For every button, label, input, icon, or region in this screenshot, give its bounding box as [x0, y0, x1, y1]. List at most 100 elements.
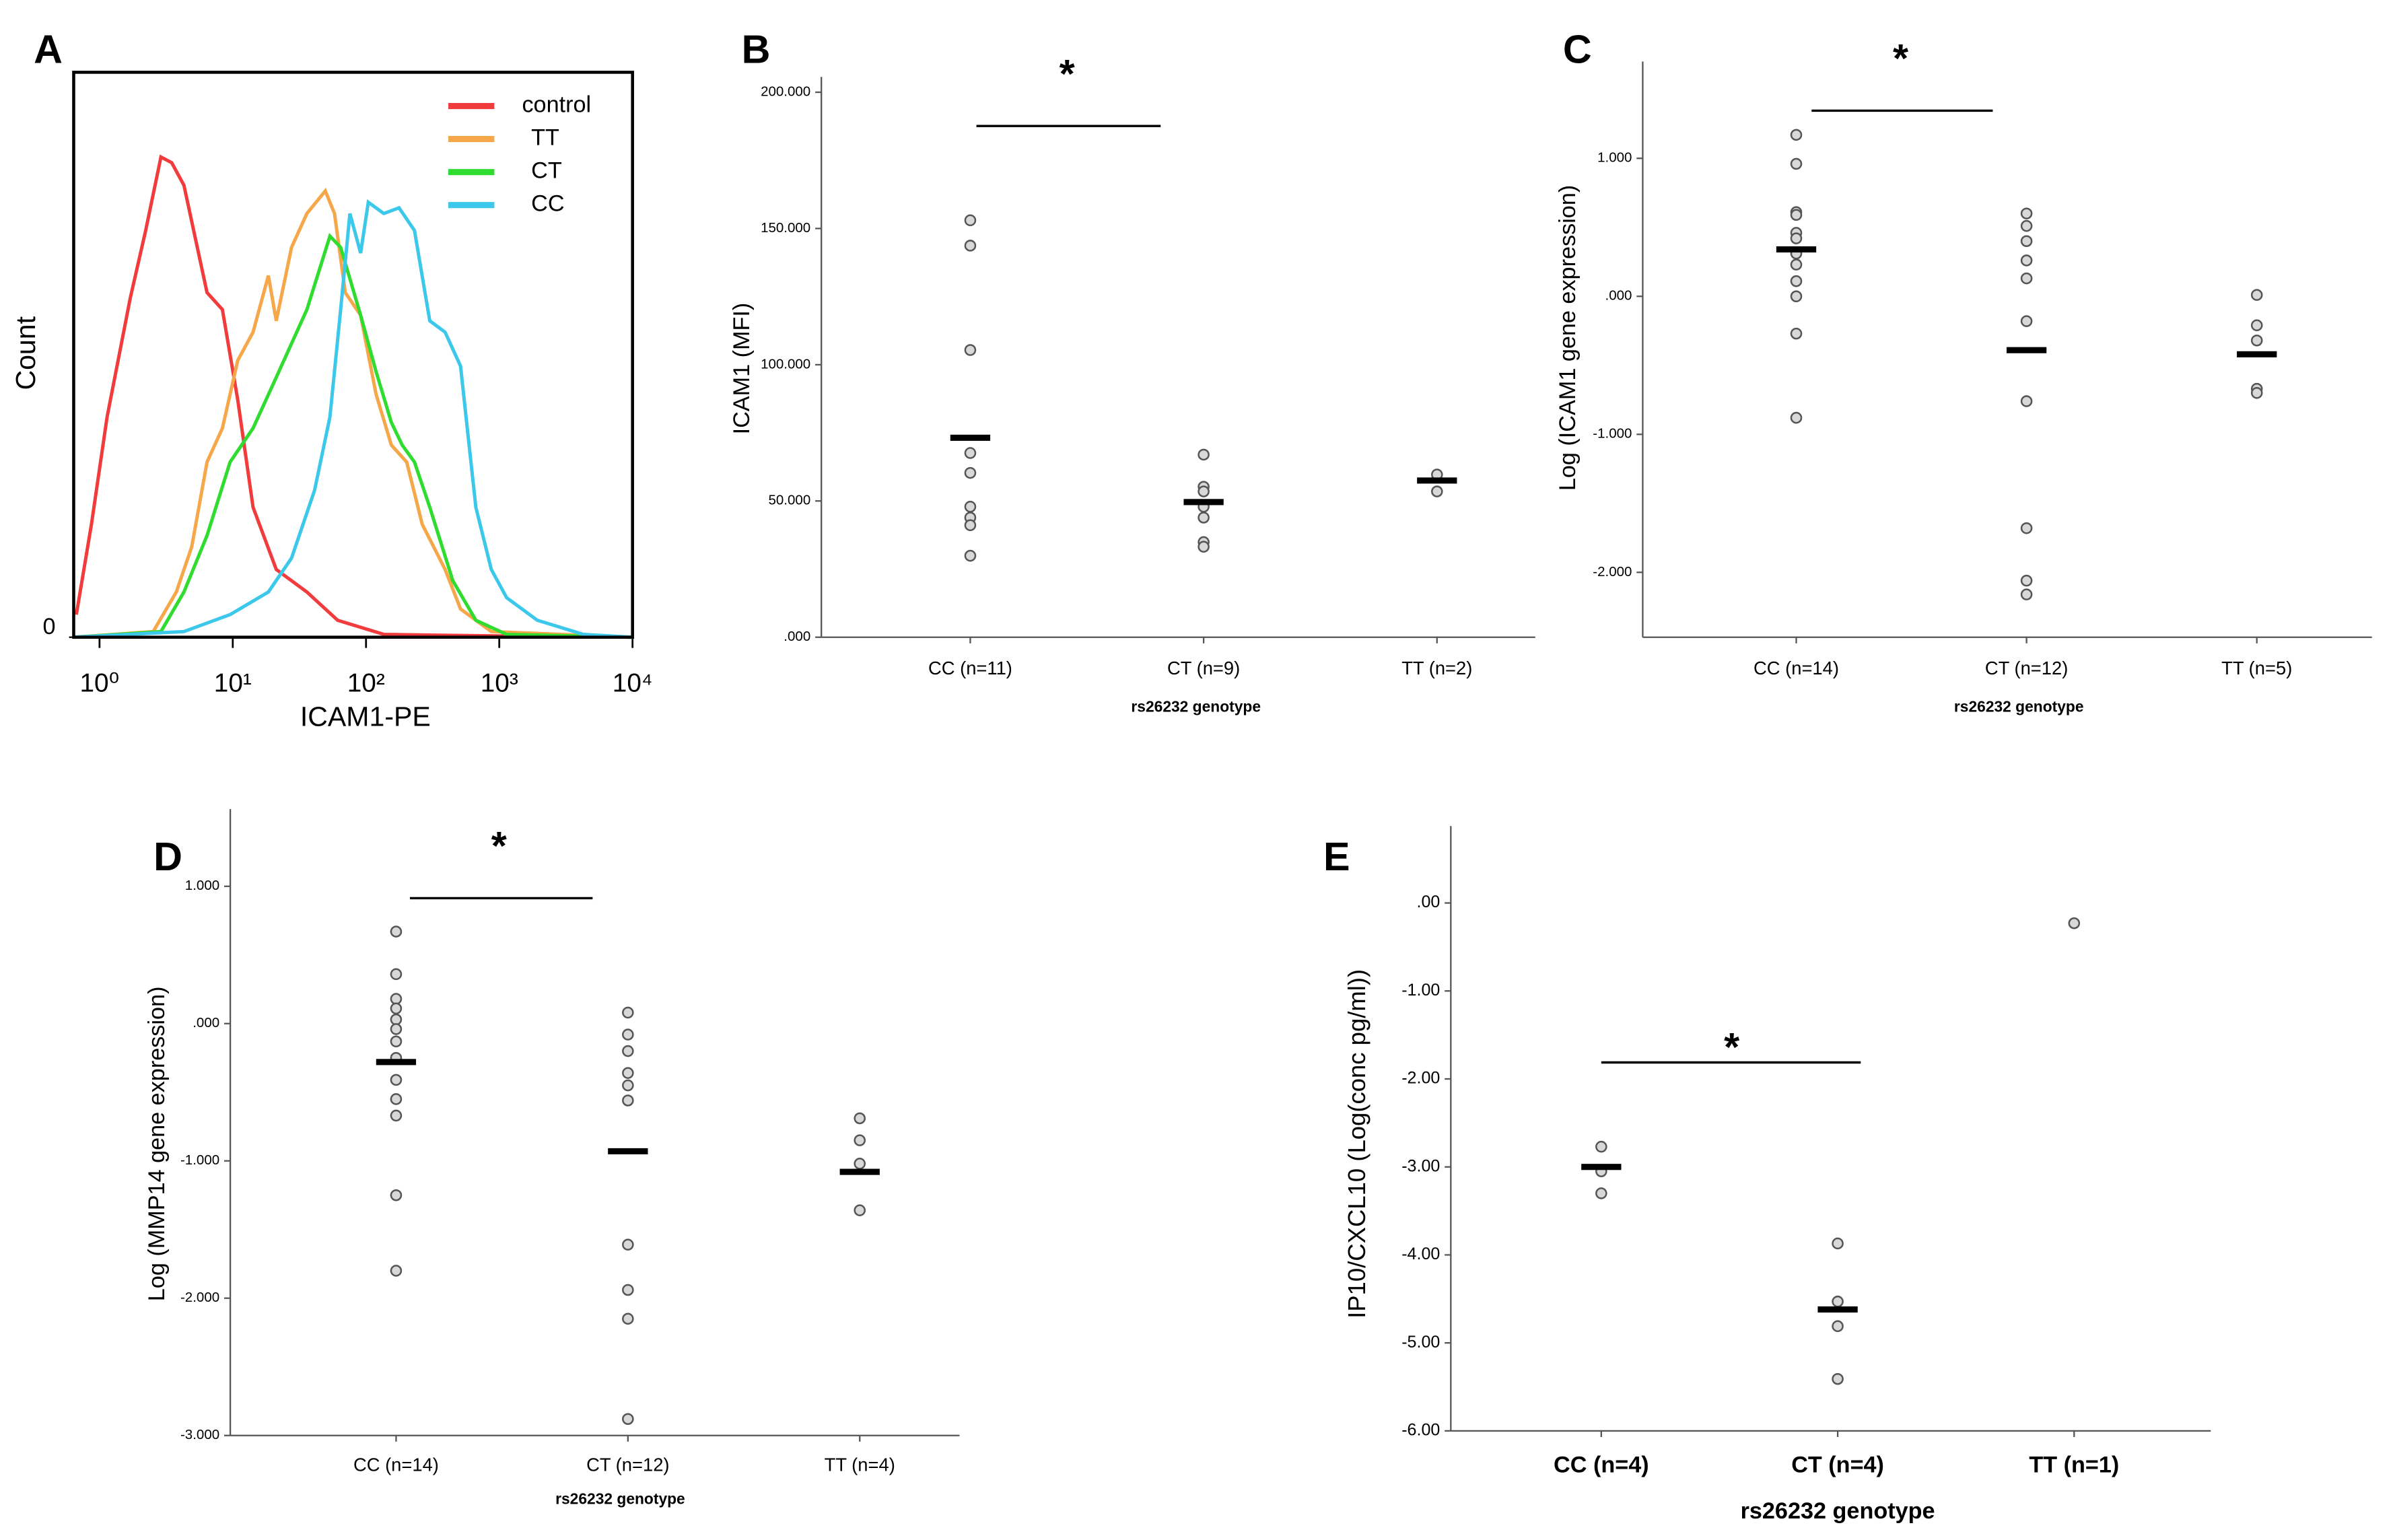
x-tick-label: 10⁴: [613, 669, 653, 698]
x-tick-label: 10¹: [214, 669, 252, 698]
mean-bar: [1183, 499, 1224, 505]
legend-label: CT: [531, 158, 562, 184]
data-point: [2020, 315, 2033, 327]
significance-star: *: [1060, 51, 1076, 96]
data-point: [1198, 540, 1210, 553]
data-point: [1790, 275, 1803, 287]
x-axis-title: ICAM1-PE: [300, 701, 431, 732]
legend-label: TT: [531, 125, 559, 151]
data-point: [2020, 207, 2033, 220]
y-axis-title: ICAM1 (MFI): [729, 303, 755, 435]
data-point: [390, 1189, 403, 1201]
x-tick-label: CT (n=12): [1985, 658, 2068, 678]
x-tick-label: CT (n=4): [1791, 1452, 1884, 1477]
mean-bar: [376, 1059, 417, 1065]
data-point: [622, 1067, 634, 1079]
data-point: [390, 1109, 403, 1122]
data-point: [1198, 485, 1210, 497]
data-point: [854, 1134, 866, 1146]
data-point: [964, 344, 977, 356]
significance-star: *: [1893, 36, 1909, 81]
data-point: [390, 968, 403, 981]
y-tick-label: -3.00: [1401, 1156, 1440, 1175]
data-point: [1790, 129, 1803, 141]
x-tick-label: CT (n=9): [1167, 658, 1240, 678]
y-tick-label: 1.000: [185, 878, 219, 893]
data-point: [1790, 209, 1803, 221]
data-point: [622, 1413, 634, 1426]
x-tick-label: TT (n=2): [1401, 658, 1472, 678]
mean-bar: [839, 1168, 880, 1175]
x-tick-label: 10⁰: [80, 669, 120, 698]
data-point: [2250, 319, 2263, 332]
data-point: [2250, 335, 2263, 347]
x-tick-label: TT (n=5): [2221, 658, 2292, 678]
y-tick-label: -5.00: [1401, 1333, 1440, 1352]
x-axis-title: rs26232 genotype: [1954, 698, 2084, 715]
data-point: [390, 993, 403, 1005]
data-point: [964, 240, 977, 252]
data-point: [2020, 588, 2033, 600]
y-tick-label: -2.00: [1401, 1069, 1440, 1088]
y-axis-title: Log (MMP14 gene expression): [144, 987, 170, 1302]
data-point: [1198, 448, 1210, 461]
data-point: [854, 1158, 866, 1170]
y-tick-label: -6.00: [1401, 1420, 1440, 1439]
x-axis-title: rs26232 genotype: [555, 1490, 685, 1508]
y-tick-label: 0: [42, 614, 55, 639]
legend-label: control: [522, 92, 591, 118]
y-tick-label: -2.000: [1593, 564, 1632, 580]
data-point: [622, 1312, 634, 1325]
data-point: [390, 1074, 403, 1086]
data-point: [854, 1112, 866, 1125]
significance-star: *: [491, 823, 508, 868]
data-point: [1790, 411, 1803, 424]
histogram-curve: [74, 154, 633, 639]
data-point: [964, 501, 977, 513]
data-point: [1832, 1372, 1844, 1385]
data-point: [622, 1284, 634, 1296]
y-axis-title: Count: [10, 316, 41, 390]
y-tick-label: 1.000: [1597, 150, 1632, 166]
data-point: [2068, 917, 2081, 930]
y-tick-label: .000: [1605, 288, 1632, 304]
panel-label: E: [1323, 834, 1350, 879]
y-tick-label: 50.000: [768, 493, 810, 508]
x-tick-label: CC (n=11): [928, 658, 1012, 678]
x-tick-label: 10³: [481, 669, 518, 698]
data-point: [1790, 327, 1803, 340]
data-point: [622, 1045, 634, 1057]
data-point: [2020, 219, 2033, 232]
x-axis-title: rs26232 genotype: [1741, 1498, 1935, 1524]
data-point: [622, 1238, 634, 1251]
y-axis-title: IP10/CXCL10 (Log(conc pg/ml)): [1343, 969, 1370, 1319]
data-point: [1832, 1320, 1844, 1333]
mean-bar: [1581, 1164, 1622, 1170]
mean-bar: [1417, 477, 1457, 484]
y-tick-label: .000: [784, 629, 810, 644]
data-point: [1790, 232, 1803, 244]
histogram-curve: [73, 187, 633, 639]
y-tick-label: -1.000: [1593, 426, 1632, 442]
x-tick-label: CC (n=14): [353, 1455, 439, 1475]
x-tick-label: CC (n=4): [1554, 1452, 1649, 1477]
data-point: [964, 519, 977, 532]
data-point: [390, 1023, 403, 1035]
mean-bar: [2237, 351, 2277, 357]
data-point: [390, 1002, 403, 1015]
mean-bar: [1776, 246, 1817, 253]
data-point: [622, 1079, 634, 1092]
y-tick-label: -4.00: [1401, 1245, 1440, 1263]
plot-frame: [72, 71, 634, 639]
mean-bar: [2006, 347, 2047, 353]
data-point: [622, 1006, 634, 1019]
y-tick-label: 200.000: [761, 83, 810, 99]
x-axis-title: rs26232 genotype: [1131, 698, 1261, 715]
significance-star: *: [1724, 1024, 1740, 1070]
data-point: [622, 1028, 634, 1041]
panel-label: A: [34, 26, 63, 71]
data-point: [390, 1013, 403, 1026]
mean-bar: [1817, 1306, 1858, 1313]
data-point: [2020, 235, 2033, 248]
